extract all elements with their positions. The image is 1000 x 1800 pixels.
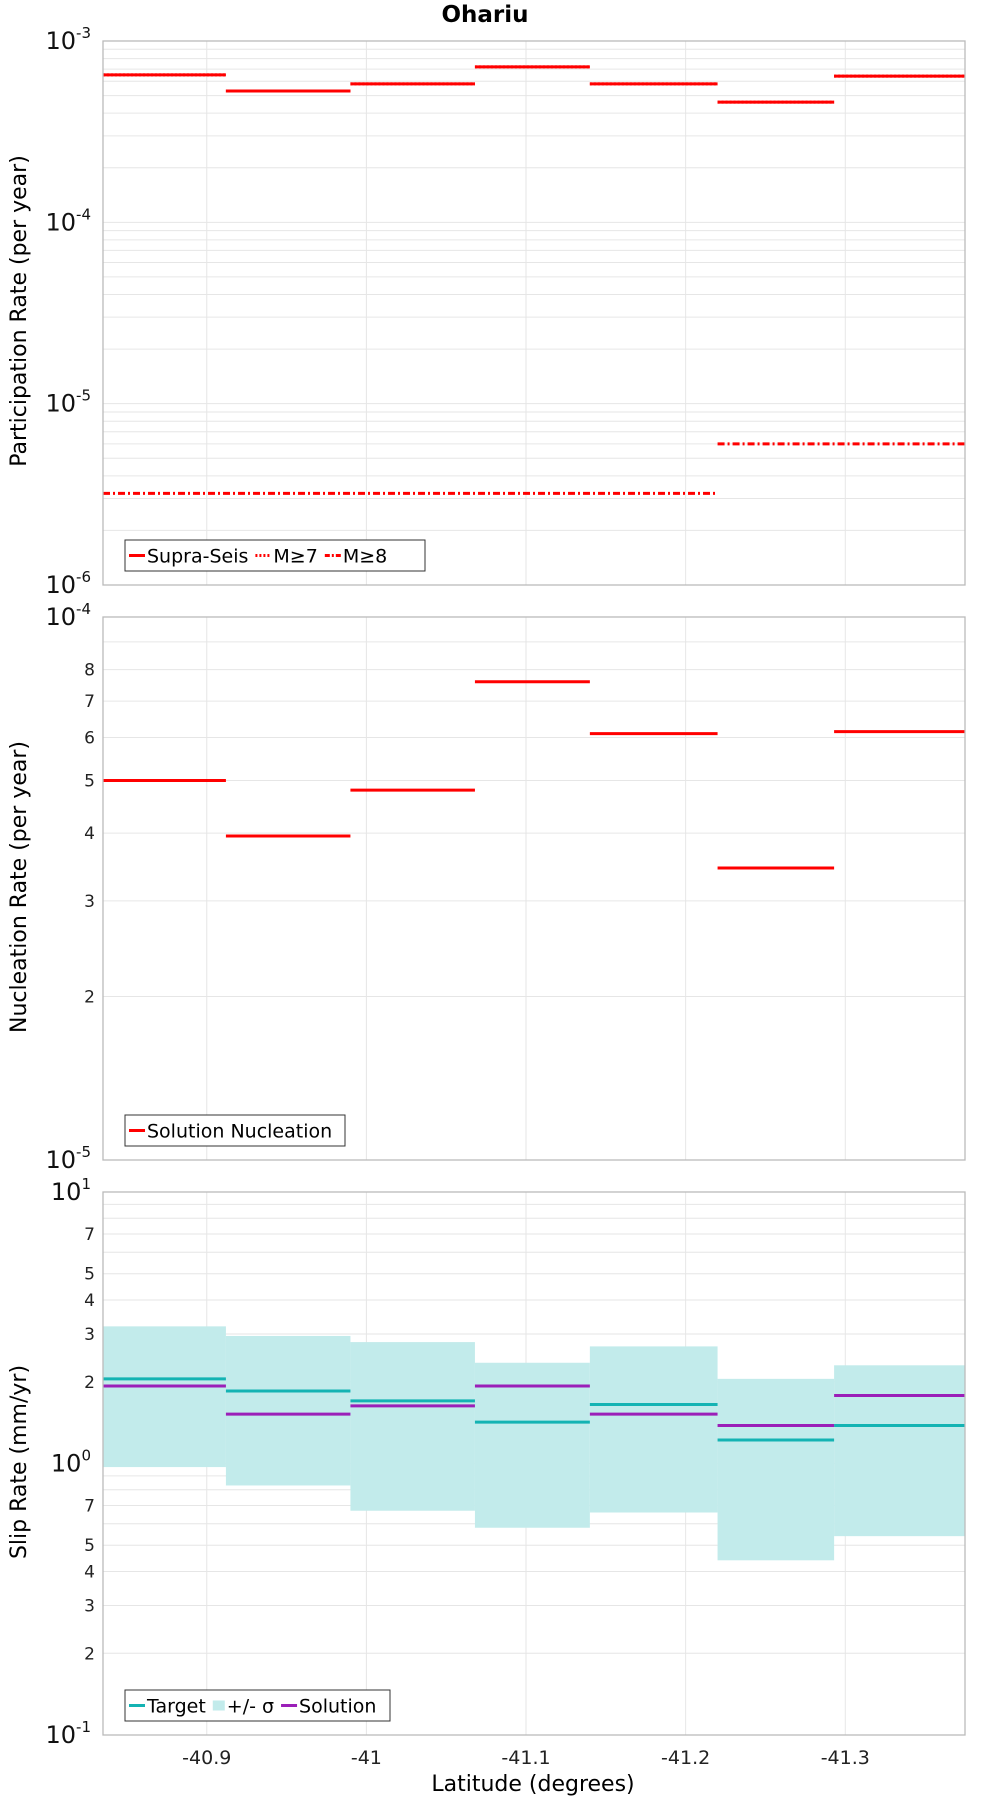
x-tick-label: -41.1	[501, 1747, 550, 1769]
nucleation-grid	[103, 617, 965, 1161]
legend-swatch	[212, 1700, 225, 1711]
y-tick-label: 100	[51, 1447, 91, 1478]
participation-series	[103, 65, 965, 495]
nucleation-series	[103, 680, 965, 870]
x-axis-title: Latitude (degrees)	[431, 1772, 634, 1797]
y-tick-label: 5	[84, 1265, 95, 1285]
y-tick-label: 6	[84, 728, 95, 748]
chart-title: Ohariu	[441, 2, 528, 28]
slip-legend-box	[124, 1689, 391, 1722]
y-tick-label: 3	[84, 1325, 95, 1345]
y-tick-label: 4	[84, 1563, 95, 1583]
slip-plot-frame	[102, 1191, 966, 1736]
sigma-band-segment	[474, 1362, 590, 1528]
participation-plot-frame	[102, 40, 966, 586]
nucleation-y-ticks: 10-5 2 3 4 5 6 7 8 10-4	[45, 600, 95, 1174]
y-tick-label: 10-5	[45, 387, 91, 418]
sigma-band-segment	[834, 1365, 965, 1537]
y-tick-label: 7	[84, 1497, 95, 1517]
nucleation-rate-panel: 10-5 2 3 4 5 6 7 8 10-4 Nucleation Rate (per yea…	[7, 600, 966, 1174]
y-tick-label: 7	[84, 692, 95, 712]
x-tick-label: -40.9	[182, 1747, 231, 1769]
y-tick-label: 10-6	[45, 568, 91, 599]
y-tick-label: 2	[84, 1373, 95, 1393]
participation-rate-panel: 10-6 10-5 10-4 10-3 Participation Rate (per…	[7, 24, 966, 599]
legend-label: Target	[146, 1696, 206, 1718]
participation-y-axis-title: Participation Rate (per year)	[7, 155, 32, 467]
participation-grid	[103, 41, 965, 586]
legend-label: M≥7	[273, 546, 317, 568]
y-tick-label: 7	[84, 1225, 95, 1245]
y-tick-label: 2	[84, 988, 95, 1008]
slip-x-ticks: -40.9 -41 -41.1 -41.2 -41.3	[182, 1747, 870, 1769]
nucleation-plot-frame	[102, 616, 966, 1161]
slip-legend: Target +/- σ Solution	[124, 1689, 391, 1722]
y-tick-label: 4	[84, 824, 95, 844]
slip-y-ticks: 10-1 2 3 4 5 7 100 2 3 4 5 7 101	[45, 1175, 95, 1749]
y-tick-label: 2	[84, 1644, 95, 1664]
legend-label: Solution	[299, 1696, 376, 1718]
y-tick-label: 5	[84, 771, 95, 791]
y-tick-label: 10-5	[45, 1143, 91, 1174]
y-tick-label: 101	[51, 1175, 91, 1206]
x-tick-label: -41.2	[661, 1747, 710, 1769]
nucleation-legend-box	[124, 1114, 346, 1147]
y-tick-label: 10-3	[45, 24, 91, 55]
participation-legend: Supra-Seis M≥7 M≥8	[124, 539, 426, 572]
sigma-band-segment	[103, 1326, 226, 1468]
nucleation-y-axis-title: Nucleation Rate (per year)	[7, 741, 32, 1033]
sigma-band-segment	[350, 1342, 475, 1511]
y-tick-label: 5	[84, 1536, 95, 1556]
y-tick-label: 10-1	[45, 1718, 91, 1749]
legend-label: Supra-Seis	[147, 546, 248, 568]
y-tick-label: 10-4	[45, 600, 91, 631]
x-tick-label: -41.3	[821, 1747, 870, 1769]
sigma-band-segment	[717, 1378, 835, 1561]
x-tick-label: -41	[351, 1747, 382, 1769]
y-tick-label: 3	[84, 892, 95, 912]
y-tick-label: 10-4	[45, 205, 91, 236]
participation-y-ticks: 10-6 10-5 10-4 10-3	[45, 24, 91, 599]
slip-series	[103, 1326, 965, 1561]
y-tick-label: 4	[84, 1291, 95, 1311]
legend-label: Solution Nucleation	[147, 1121, 332, 1143]
participation-legend-box	[124, 539, 426, 572]
legend-label: M≥8	[343, 546, 387, 568]
y-tick-label: 8	[84, 661, 95, 681]
y-tick-label: 3	[84, 1596, 95, 1616]
legend-label: +/- σ	[227, 1696, 274, 1718]
slip-y-axis-title: Slip Rate (mm/yr)	[7, 1365, 32, 1559]
sigma-band-segment	[589, 1346, 718, 1513]
sigma-band-segment	[225, 1335, 351, 1486]
nucleation-legend: Solution Nucleation	[124, 1114, 346, 1147]
